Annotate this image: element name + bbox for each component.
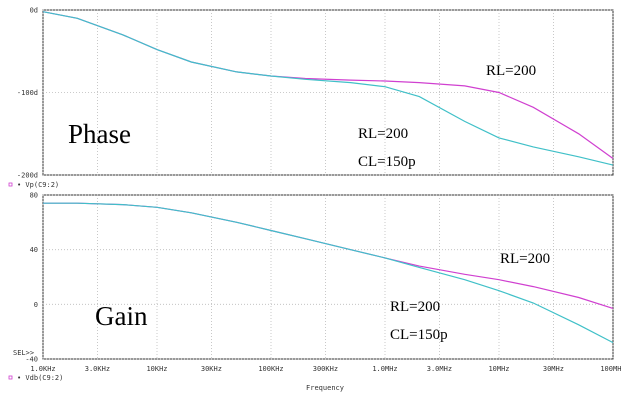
gain-series-line-2 (43, 202, 614, 344)
x-tick-label: 30MHz (543, 365, 564, 373)
cursor-label: SEL>> (13, 349, 34, 357)
gain-y-tick-label: -40 (25, 356, 38, 364)
gain-legend-label: • Vdb(C9:2) (17, 374, 63, 382)
gain-y-tick-label: 80 (30, 192, 38, 200)
phase-y-tick-label: -200d (17, 172, 38, 180)
gain-legend-marker (8, 375, 13, 380)
x-tick-label: 300KHz (313, 365, 338, 373)
x-tick-label: 100KHz (258, 365, 283, 373)
phase-y-tick-label: 0d (30, 7, 38, 15)
gain-annotation: CL=150p (390, 327, 448, 343)
gain-annotation: RL=200 (390, 299, 440, 315)
x-tick-label: 1.0KHz (30, 365, 55, 373)
phase-annotation: RL=200 (486, 63, 536, 79)
x-tick-label: 10MHz (488, 365, 509, 373)
x-tick-label: 1.0MHz (372, 365, 397, 373)
x-tick-label: 10KHz (146, 365, 167, 373)
phase-y-tick-label: -100d (17, 89, 38, 97)
phase-series-line-2 (42, 11, 614, 166)
gain-annotation: RL=200 (500, 251, 550, 267)
x-tick-label: 100MHz (600, 365, 621, 373)
gain-title: Gain (95, 301, 148, 331)
frequency-axis: 1.0KHz 3.0KHz 10KHz 30KHz 100KHz 300KHz 1.0MHz… (30, 365, 621, 392)
gain-y-tick-label: 40 (30, 246, 38, 254)
phase-legend-label: • Vp(C9:2) (17, 181, 59, 189)
gain-chart: 80 40 0 -40 Gain RL=200 RL=200 CL=150p • Vdb(C9:… (8, 192, 614, 382)
phase-title: Phase (68, 119, 131, 149)
phase-annotation: CL=150p (358, 154, 416, 170)
gain-y-tick-label: 0 (34, 301, 38, 309)
x-axis-title: Frequency (306, 384, 344, 392)
gain-plot-frame (42, 194, 614, 360)
phase-chart: 0d -100d -200d Phase RL=200 RL=200 CL=150p • Vp… (8, 7, 614, 189)
x-tick-label: 3.0KHz (85, 365, 110, 373)
x-tick-label: 30KHz (201, 365, 222, 373)
phase-annotation: RL=200 (358, 126, 408, 142)
phase-legend-marker (8, 182, 13, 187)
x-tick-label: 3.0MHz (427, 365, 452, 373)
